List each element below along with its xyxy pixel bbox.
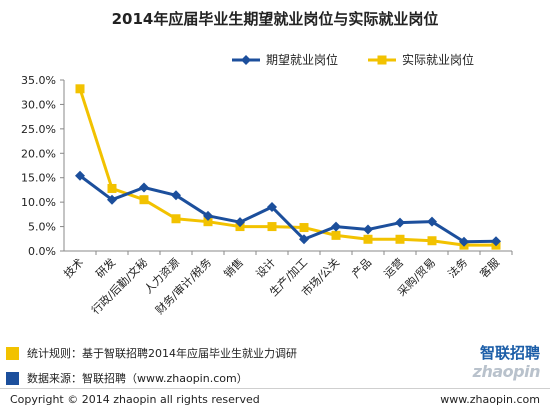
series-point-0 (139, 182, 149, 193)
series-point-1 (299, 223, 309, 233)
note-source: 数据来源：智联招聘（www.zhaopin.com） (6, 369, 297, 387)
x-tick-label: 运营 (381, 255, 406, 280)
series-point-0 (299, 234, 309, 245)
copyright-bar: Copyright © 2014 zhaopin all rights rese… (0, 389, 550, 409)
x-tick-label: 法务 (445, 255, 470, 280)
y-tick-label: 15.0% (21, 172, 56, 185)
y-tick-label: 30.0% (21, 98, 56, 111)
note-rule: 统计规则：基于智联招聘2014年应届毕业生就业力调研 (6, 344, 297, 362)
note-source-text: 数据来源：智联招聘（www.zhaopin.com） (27, 372, 248, 385)
series-point-1 (75, 84, 85, 94)
x-tick-label: 客服 (477, 255, 502, 280)
y-tick-label: 5.0% (28, 221, 56, 234)
y-tick-label: 20.0% (21, 147, 56, 160)
y-tick-label: 25.0% (21, 123, 56, 136)
legend-marker-0 (241, 55, 251, 65)
series-point-0 (267, 202, 277, 213)
series-point-0 (171, 190, 181, 201)
series-point-1 (267, 222, 277, 232)
series-point-1 (331, 230, 341, 240)
series-point-1 (395, 234, 405, 244)
series-point-0 (203, 210, 213, 221)
website-link[interactable]: www.zhaopin.com (440, 393, 540, 406)
y-tick-label: 0.0% (28, 245, 56, 258)
x-tick-label: 设计 (253, 256, 278, 281)
x-tick-label: 技术 (61, 256, 86, 281)
series-point-1 (363, 234, 373, 244)
series-point-1 (107, 183, 117, 193)
x-tick-label: 研发 (93, 255, 118, 280)
note-source-swatch (6, 371, 19, 385)
series-point-0 (235, 217, 245, 228)
series-point-0 (331, 221, 341, 232)
footer-divider (0, 388, 550, 389)
footer-notes: 统计规则：基于智联招聘2014年应届毕业生就业力调研 数据来源：智联招聘（www… (6, 344, 297, 394)
brand-logo: 智联招聘 zhaopin (430, 342, 541, 384)
series-point-0 (427, 216, 437, 227)
note-rule-swatch (6, 346, 19, 360)
x-tick-label: 行政/后勤/文秘 (88, 255, 150, 317)
series-point-0 (491, 236, 501, 247)
series-point-0 (459, 236, 469, 247)
line-chart: 0.0% 5.0% 10.0% 15.0% 20.0% 25.0% 30.0% 35.0% 技术… (21, 52, 513, 317)
series-point-1 (203, 217, 213, 227)
x-tick-label: 销售 (221, 255, 246, 280)
brand-logo-latin: zhaopin (472, 362, 541, 381)
series-point-1 (427, 236, 437, 246)
series-point-0 (75, 170, 85, 181)
x-tick-label: 财务/审计/税务 (152, 255, 214, 317)
series-point-0 (395, 217, 405, 228)
note-rule-text: 统计规则：基于智联招聘2014年应届毕业生就业力调研 (27, 347, 297, 360)
series-line-0 (79, 174, 497, 244)
chart-title: 2014年应届毕业生期望就业岗位与实际就业岗位 (111, 10, 439, 28)
legend-marker-1 (377, 55, 387, 65)
series-point-1 (139, 195, 149, 205)
series-point-1 (171, 214, 181, 224)
legend-label-0: 期望就业岗位 (266, 52, 338, 67)
legend-label-1: 实际就业岗位 (402, 52, 474, 67)
series-point-0 (107, 194, 117, 205)
x-tick-label: 产品 (349, 255, 374, 280)
series-point-0 (363, 224, 373, 235)
brand-logo-name: 智联招聘 (479, 344, 540, 362)
y-tick-label: 10.0% (21, 196, 56, 209)
copyright-text: Copyright © 2014 zhaopin all rights rese… (10, 393, 260, 406)
series-line-1 (78, 88, 496, 247)
y-tick-label: 35.0% (21, 74, 56, 87)
